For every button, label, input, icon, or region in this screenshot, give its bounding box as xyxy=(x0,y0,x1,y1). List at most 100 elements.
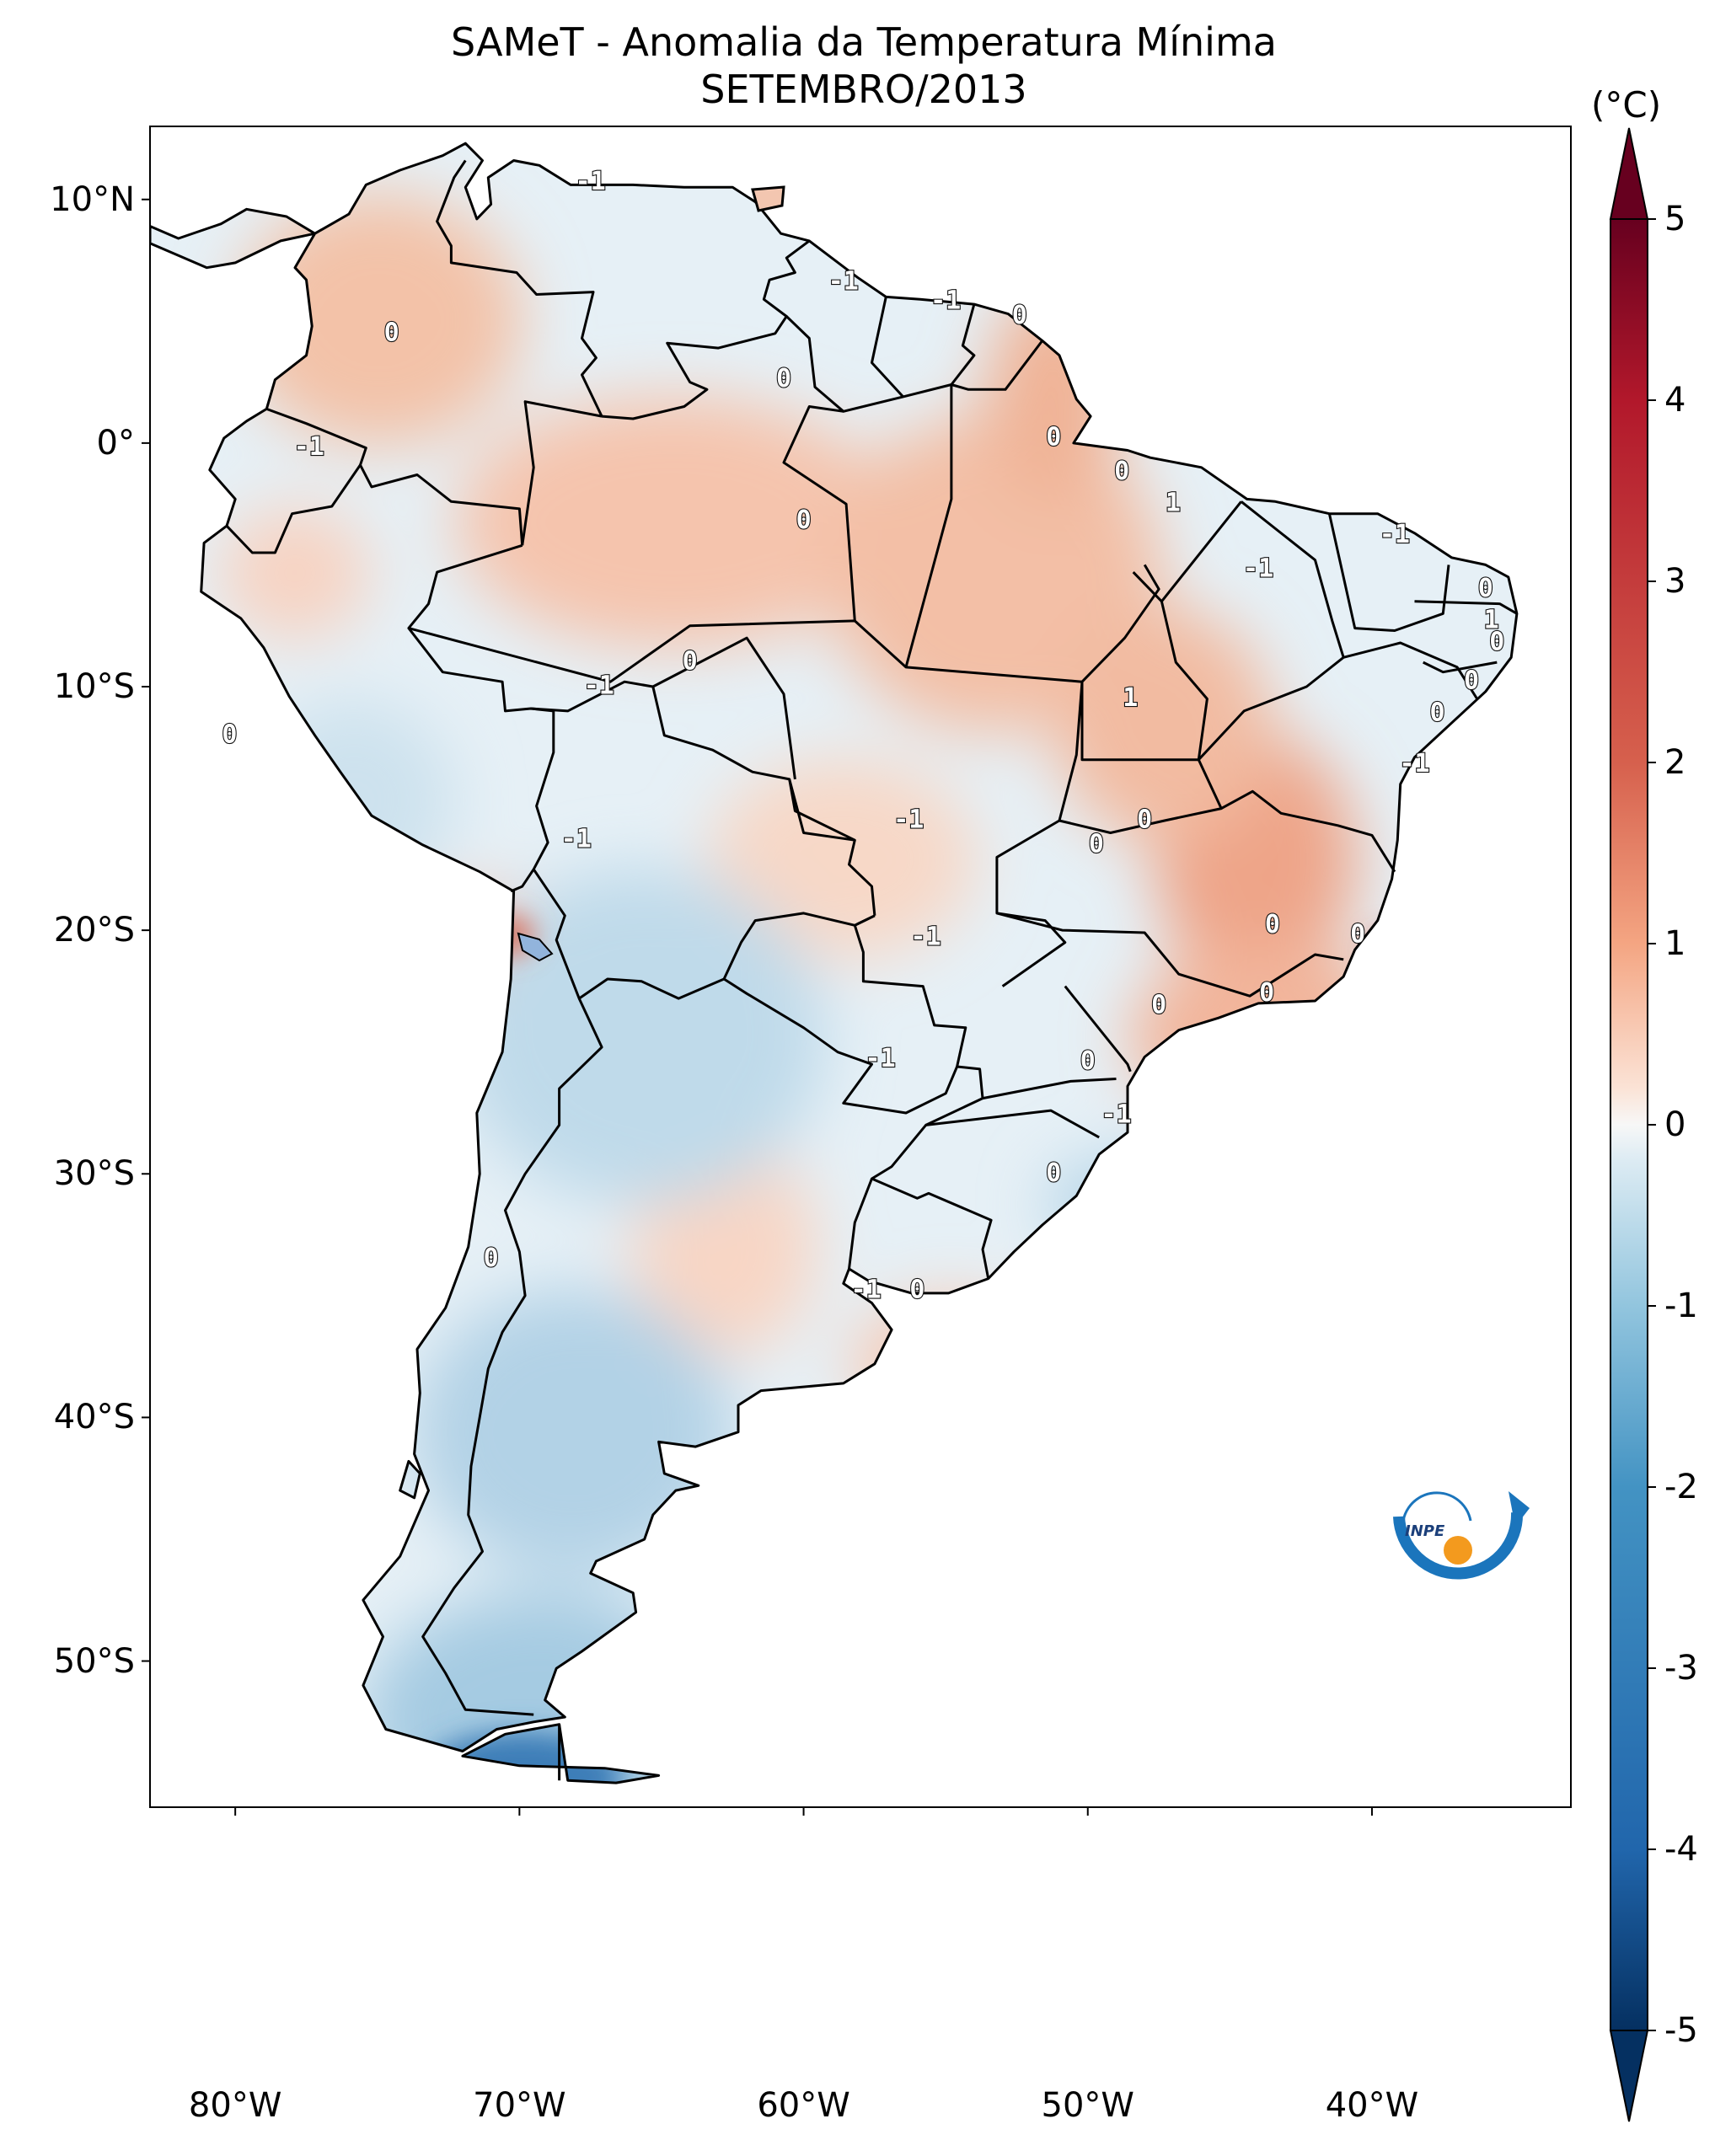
latitude-label: 40°S xyxy=(53,1398,135,1437)
contour-label: -1 xyxy=(1399,749,1429,778)
longitude-label: 50°W xyxy=(1041,2086,1134,2125)
colorbar-body xyxy=(1610,218,1648,2031)
map-title: SAMeT - Anomalia da Temperatura Mínima xyxy=(451,19,1277,65)
contour-label: -1 xyxy=(576,167,606,196)
border-line xyxy=(601,239,811,420)
border-line xyxy=(532,868,876,1000)
contour-label: 1 xyxy=(1166,489,1181,518)
contour-label: 1 xyxy=(1484,605,1499,634)
border-line xyxy=(871,297,904,398)
contour-label: 0 xyxy=(222,720,237,749)
border-line xyxy=(904,384,953,668)
border-line xyxy=(436,159,603,417)
longitude-label: 80°W xyxy=(188,2086,282,2125)
contour-label: 0 xyxy=(776,364,791,393)
border-line xyxy=(853,914,967,1067)
latitude-label: 20°S xyxy=(53,911,135,950)
colorbar xyxy=(1609,127,1656,2122)
contour-label: -1 xyxy=(911,922,941,951)
border-line xyxy=(265,407,524,546)
border-line xyxy=(652,636,796,780)
border-line xyxy=(925,1109,1100,1139)
colorbar-tick-label: -4 xyxy=(1664,1830,1698,1869)
border-line xyxy=(421,998,603,1716)
latitude-label: 50°S xyxy=(53,1641,135,1681)
border-line xyxy=(1064,985,1132,1073)
border-line xyxy=(788,778,855,842)
contour-label: -1 xyxy=(294,432,324,462)
longitude-label: 60°W xyxy=(757,2086,850,2125)
contour-label: 0 xyxy=(796,506,812,535)
contour-label: -1 xyxy=(866,1044,896,1073)
colorbar-tick-label: 2 xyxy=(1664,743,1686,782)
border-line xyxy=(1058,759,1223,834)
border-line xyxy=(1327,513,1450,632)
colorbar-tick-label: 4 xyxy=(1664,381,1686,420)
contour-label: 0 xyxy=(1151,990,1166,1019)
colorbar-ticks xyxy=(1648,218,1656,2031)
contour-label: -1 xyxy=(561,825,592,854)
contour-label: -1 xyxy=(851,1276,882,1305)
logo-text: INPE xyxy=(1405,1522,1445,1540)
contour-label: 0 xyxy=(1080,1046,1096,1076)
colorbar-min-arrow xyxy=(1609,2030,1649,2122)
contour-label: -1 xyxy=(1101,1099,1131,1129)
contour-label: 0 xyxy=(1259,978,1274,1008)
border-line xyxy=(1423,661,1498,674)
contour-label: -1 xyxy=(1243,554,1273,584)
colorbar-tick-label: -2 xyxy=(1664,1468,1698,1506)
border-line xyxy=(1414,600,1518,615)
contour-label: 0 xyxy=(1350,919,1365,949)
contour-label: 0 xyxy=(1265,910,1280,939)
contour-label: 0 xyxy=(1429,698,1444,727)
inpe-logo: INPE xyxy=(1393,1491,1530,1580)
contour-label: 0 xyxy=(909,1276,924,1305)
colorbar-tick-label: 5 xyxy=(1664,200,1686,238)
border-line xyxy=(530,680,876,916)
border-line xyxy=(996,912,1344,998)
map-subtitle: SETEMBRO/2013 xyxy=(700,67,1027,112)
colorbar-tick-label: -1 xyxy=(1664,1287,1698,1325)
border-line xyxy=(995,682,1084,987)
border-line xyxy=(1080,564,1208,762)
contour-label: -1 xyxy=(930,286,961,316)
longitude-label: 40°W xyxy=(1325,2086,1419,2125)
trinidad-island xyxy=(751,185,785,212)
contour-label: -1 xyxy=(893,805,924,835)
contour-label: -1 xyxy=(828,267,859,297)
contour-label: 0 xyxy=(1046,1158,1061,1188)
contour-label: 0 xyxy=(683,647,698,677)
latitude-label: 10°N xyxy=(50,179,135,219)
border-line xyxy=(1220,789,1396,873)
longitude-label: 70°W xyxy=(473,2086,566,2125)
latitude-label: 30°S xyxy=(53,1154,135,1194)
contour-label: 0 xyxy=(384,318,399,347)
contour-label: 0 xyxy=(1489,628,1504,657)
contour-label: 0 xyxy=(1046,423,1061,452)
border-line xyxy=(1240,500,1345,658)
colorbar-tick-label: -3 xyxy=(1664,1649,1698,1688)
contour-label: 0 xyxy=(1114,457,1129,486)
latitude-label: 10°S xyxy=(53,667,135,706)
axis-ticks xyxy=(142,198,1373,1816)
coastline xyxy=(150,142,1519,1784)
colorbar-unit: (°C) xyxy=(1591,84,1662,126)
border-line xyxy=(521,400,603,546)
falkland-islands xyxy=(771,1860,868,1887)
border-line xyxy=(848,1178,873,1270)
contour-label: 0 xyxy=(1137,805,1152,835)
border-line xyxy=(723,977,958,1115)
colorbar-tick-label: 1 xyxy=(1664,924,1686,963)
colorbar-tick-label: 0 xyxy=(1664,1105,1686,1144)
colorbar-tick-label: 3 xyxy=(1664,562,1686,601)
border-line xyxy=(950,303,976,386)
border-line xyxy=(408,619,1083,683)
contour-label: 0 xyxy=(1089,829,1104,859)
contour-label: 0 xyxy=(1012,301,1027,330)
colorbar-tick-label: -5 xyxy=(1664,2011,1698,2050)
border-line xyxy=(1160,500,1242,602)
latitude-label: 0° xyxy=(96,423,135,463)
lake-titicaca xyxy=(517,932,554,962)
